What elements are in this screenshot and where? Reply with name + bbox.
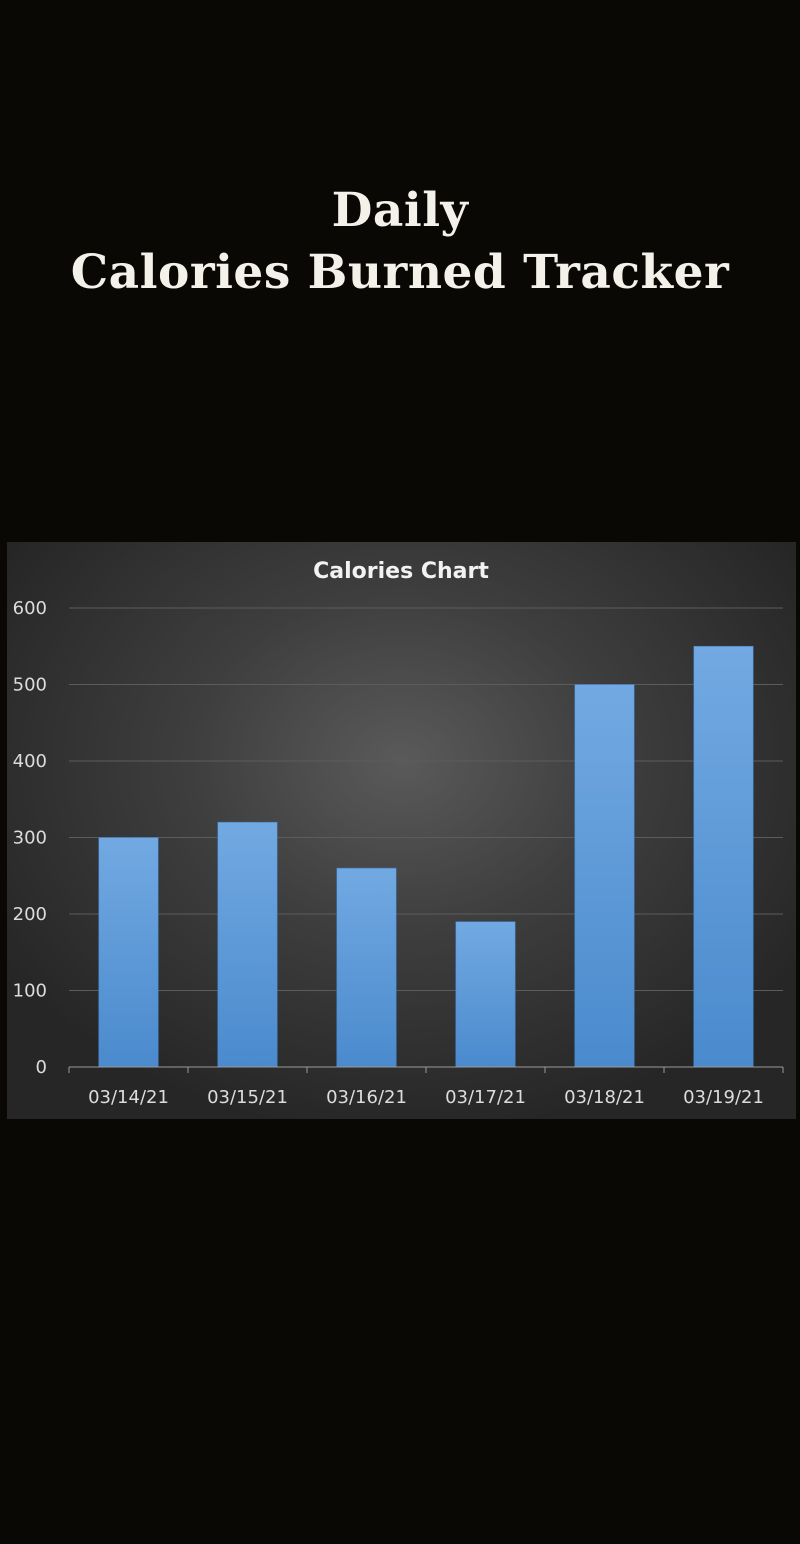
- y-tick-label: 500: [13, 675, 47, 696]
- x-tick-label: 03/18/21: [564, 1087, 645, 1108]
- grid-lines: [69, 607, 783, 991]
- chart-svg: Calories Chart 0 100 200 300 400 500 600 03/14…: [13, 559, 784, 1108]
- x-axis: [68, 1066, 784, 1073]
- y-tick-label: 300: [13, 828, 47, 849]
- bar-03/17/21: [455, 921, 516, 1068]
- bar-03/14/21: [98, 837, 159, 1068]
- y-tick-label: 100: [13, 981, 47, 1002]
- bar-03/15/21: [217, 821, 278, 1068]
- chart-title: Calories Chart: [313, 559, 489, 584]
- y-tick-label: 600: [13, 598, 47, 619]
- bar-03/16/21: [336, 867, 397, 1068]
- bar-03/18/21: [574, 684, 635, 1068]
- y-tick-label: 0: [36, 1057, 47, 1078]
- y-tick-label: 400: [13, 751, 47, 772]
- x-tick-label: 03/16/21: [326, 1087, 407, 1108]
- page-title: Daily Calories Burned Tracker: [0, 180, 800, 304]
- bar-03/19/21: [693, 645, 754, 1068]
- x-tick-label: 03/17/21: [445, 1087, 526, 1108]
- x-tick-label: 03/15/21: [207, 1087, 288, 1108]
- x-tick-label: 03/14/21: [88, 1087, 169, 1108]
- title-line-1: Daily: [331, 183, 469, 238]
- calories-chart: Calories Chart 0 100 200 300 400 500 600 03/14…: [7, 542, 796, 1119]
- x-tick-label: 03/19/21: [683, 1087, 764, 1108]
- bars: [98, 645, 754, 1068]
- title-line-2: Calories Burned Tracker: [70, 245, 730, 300]
- y-tick-label: 200: [13, 904, 47, 925]
- x-axis-ticks: 03/14/21 03/15/21 03/16/21 03/17/21 03/18/21…: [88, 1087, 764, 1108]
- y-axis-ticks: 0 100 200 300 400 500 600: [13, 598, 47, 1078]
